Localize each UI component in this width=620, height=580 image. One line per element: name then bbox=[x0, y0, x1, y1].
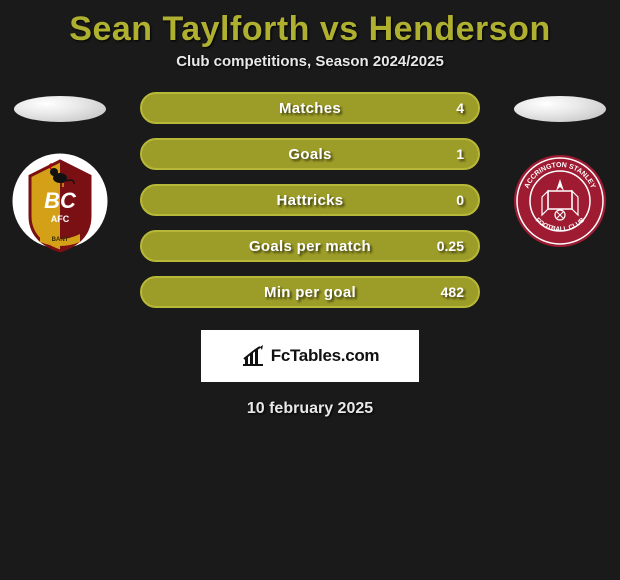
stat-label: Goals bbox=[288, 146, 331, 163]
stats-list: Matches 4 Goals 1 Hattricks 0 Goals per … bbox=[140, 92, 480, 308]
badge-left-code: BC bbox=[44, 188, 77, 213]
stat-right-value: 0 bbox=[456, 192, 464, 208]
fctables-logo-text: FcTables.com bbox=[271, 346, 380, 366]
stat-row-matches: Matches 4 bbox=[140, 92, 480, 124]
club-badge-right: ACCRINGTON STANLEY FOOTBALL CLUB bbox=[510, 146, 610, 256]
page-title: Sean Taylforth vs Henderson bbox=[0, 0, 620, 53]
player-left-column: BC AFC BANT bbox=[0, 92, 120, 256]
badge-left-sub: AFC bbox=[51, 214, 70, 224]
comparison-content: BC AFC BANT bbox=[0, 92, 620, 418]
club-badge-left: BC AFC BANT bbox=[10, 146, 110, 256]
club-badge-right-svg: ACCRINGTON STANLEY FOOTBALL CLUB bbox=[510, 153, 610, 249]
stat-row-goals: Goals 1 bbox=[140, 138, 480, 170]
player-left-silhouette bbox=[14, 96, 106, 122]
player-right-silhouette bbox=[514, 96, 606, 122]
badge-left-banner: BANT bbox=[52, 237, 69, 243]
stat-right-value: 1 bbox=[456, 146, 464, 162]
stat-right-value: 0.25 bbox=[437, 238, 464, 254]
club-badge-left-svg: BC AFC BANT bbox=[10, 146, 110, 256]
stat-right-value: 482 bbox=[441, 284, 464, 300]
player-right-column: ACCRINGTON STANLEY FOOTBALL CLUB bbox=[500, 92, 620, 256]
comparison-date: 10 february 2025 bbox=[0, 400, 620, 418]
fctables-logo-box: FcTables.com bbox=[201, 330, 419, 382]
bar-chart-icon bbox=[241, 345, 265, 367]
stat-row-goals-per-match: Goals per match 0.25 bbox=[140, 230, 480, 262]
stat-label: Min per goal bbox=[264, 284, 356, 301]
stat-label: Matches bbox=[279, 100, 341, 117]
stat-row-min-per-goal: Min per goal 482 bbox=[140, 276, 480, 308]
stat-row-hattricks: Hattricks 0 bbox=[140, 184, 480, 216]
stat-label: Goals per match bbox=[249, 238, 371, 255]
subtitle: Club competitions, Season 2024/2025 bbox=[0, 53, 620, 70]
stat-right-value: 4 bbox=[456, 100, 464, 116]
stat-label: Hattricks bbox=[277, 192, 344, 209]
